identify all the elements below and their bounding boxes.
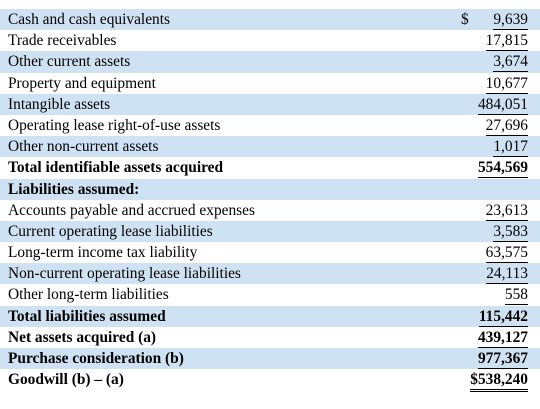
table-row: Operating lease right-of-use assets 27,6… xyxy=(0,115,540,136)
table-row: Other long-term liabilities 558 xyxy=(0,284,540,306)
table-row-total: Total identifiable assets acquired 554,5… xyxy=(0,157,540,181)
row-label: Other long-term liabilities xyxy=(8,286,169,304)
row-label: Other non-current assets xyxy=(8,138,159,156)
table-row: Current operating lease liabilities 3,58… xyxy=(0,220,540,243)
row-label: Other current assets xyxy=(8,53,131,71)
row-amount: 554,569 xyxy=(477,159,528,181)
row-amount: 558 xyxy=(504,286,528,306)
row-label: Total liabilities assumed xyxy=(8,307,166,325)
row-amount: 27,696 xyxy=(485,116,528,136)
row-label: Current operating lease liabilities xyxy=(8,222,213,240)
currency-symbol: $ xyxy=(461,11,469,28)
row-label: Trade receivables xyxy=(8,32,117,50)
row-label: Goodwill (b) – (a) xyxy=(8,371,124,389)
table-row: Accounts payable and accrued expenses 23… xyxy=(0,200,540,221)
table-row: Other non-current assets 1,017 xyxy=(0,136,540,158)
table-row: Trade receivables 17,815 xyxy=(0,30,540,52)
row-amount: $538,240 xyxy=(470,371,528,393)
table-row-total: Purchase consideration (b) 977,367 xyxy=(0,348,540,370)
table-row: Property and equipment 10,677 xyxy=(0,73,540,94)
row-label: Total identifiable assets acquired xyxy=(8,159,224,177)
row-label: Operating lease right-of-use assets xyxy=(8,116,221,134)
row-amount: 115,442 xyxy=(478,307,528,327)
table-row: Intangible assets 484,051 xyxy=(0,93,540,115)
table-row-goodwill: Goodwill (b) – (a) $538,240 xyxy=(0,369,540,393)
section-heading: Liabilities assumed: xyxy=(8,180,140,198)
table-row-total: Total liabilities assumed 115,442 xyxy=(0,305,540,327)
row-amount: 17,815 xyxy=(485,32,528,52)
table-row: Other current assets 3,674 xyxy=(0,51,540,73)
row-amount: 1,017 xyxy=(493,138,528,158)
row-amount: 439,127 xyxy=(477,328,528,348)
row-amount: 977,367 xyxy=(477,350,528,369)
row-label: Accounts payable and accrued expenses xyxy=(8,201,255,219)
row-amount: 484,051 xyxy=(477,95,528,115)
row-amount: 3,674 xyxy=(493,53,528,73)
row-amount: 23,613 xyxy=(485,201,528,221)
row-amount: 10,677 xyxy=(485,74,528,94)
row-label: Cash and cash equivalents xyxy=(8,11,170,28)
table-row: Long-term income tax liability 63,575 xyxy=(0,242,540,264)
row-label: Property and equipment xyxy=(8,74,156,92)
row-label: Intangible assets xyxy=(8,95,111,113)
row-label: Long-term income tax liability xyxy=(8,244,198,262)
purchase-price-allocation-table: Cash and cash equivalents $ 9,639 Trade … xyxy=(0,9,540,393)
table-row: Non-current operating lease liabilities … xyxy=(0,263,540,285)
table-row-total: Net assets acquired (a) 439,127 xyxy=(0,327,540,348)
row-amount: 24,113 xyxy=(486,265,528,285)
row-label: Purchase consideration (b) xyxy=(8,350,184,367)
row-label: Non-current operating lease liabilities xyxy=(8,265,241,283)
row-label: Net assets acquired (a) xyxy=(8,328,157,346)
row-amount: 9,639 xyxy=(493,11,528,30)
table-row: Cash and cash equivalents $ 9,639 xyxy=(0,9,540,31)
section-heading-row: Liabilities assumed: xyxy=(0,178,540,200)
row-amount: 3,583 xyxy=(493,222,528,242)
row-amount: 63,575 xyxy=(485,244,528,264)
